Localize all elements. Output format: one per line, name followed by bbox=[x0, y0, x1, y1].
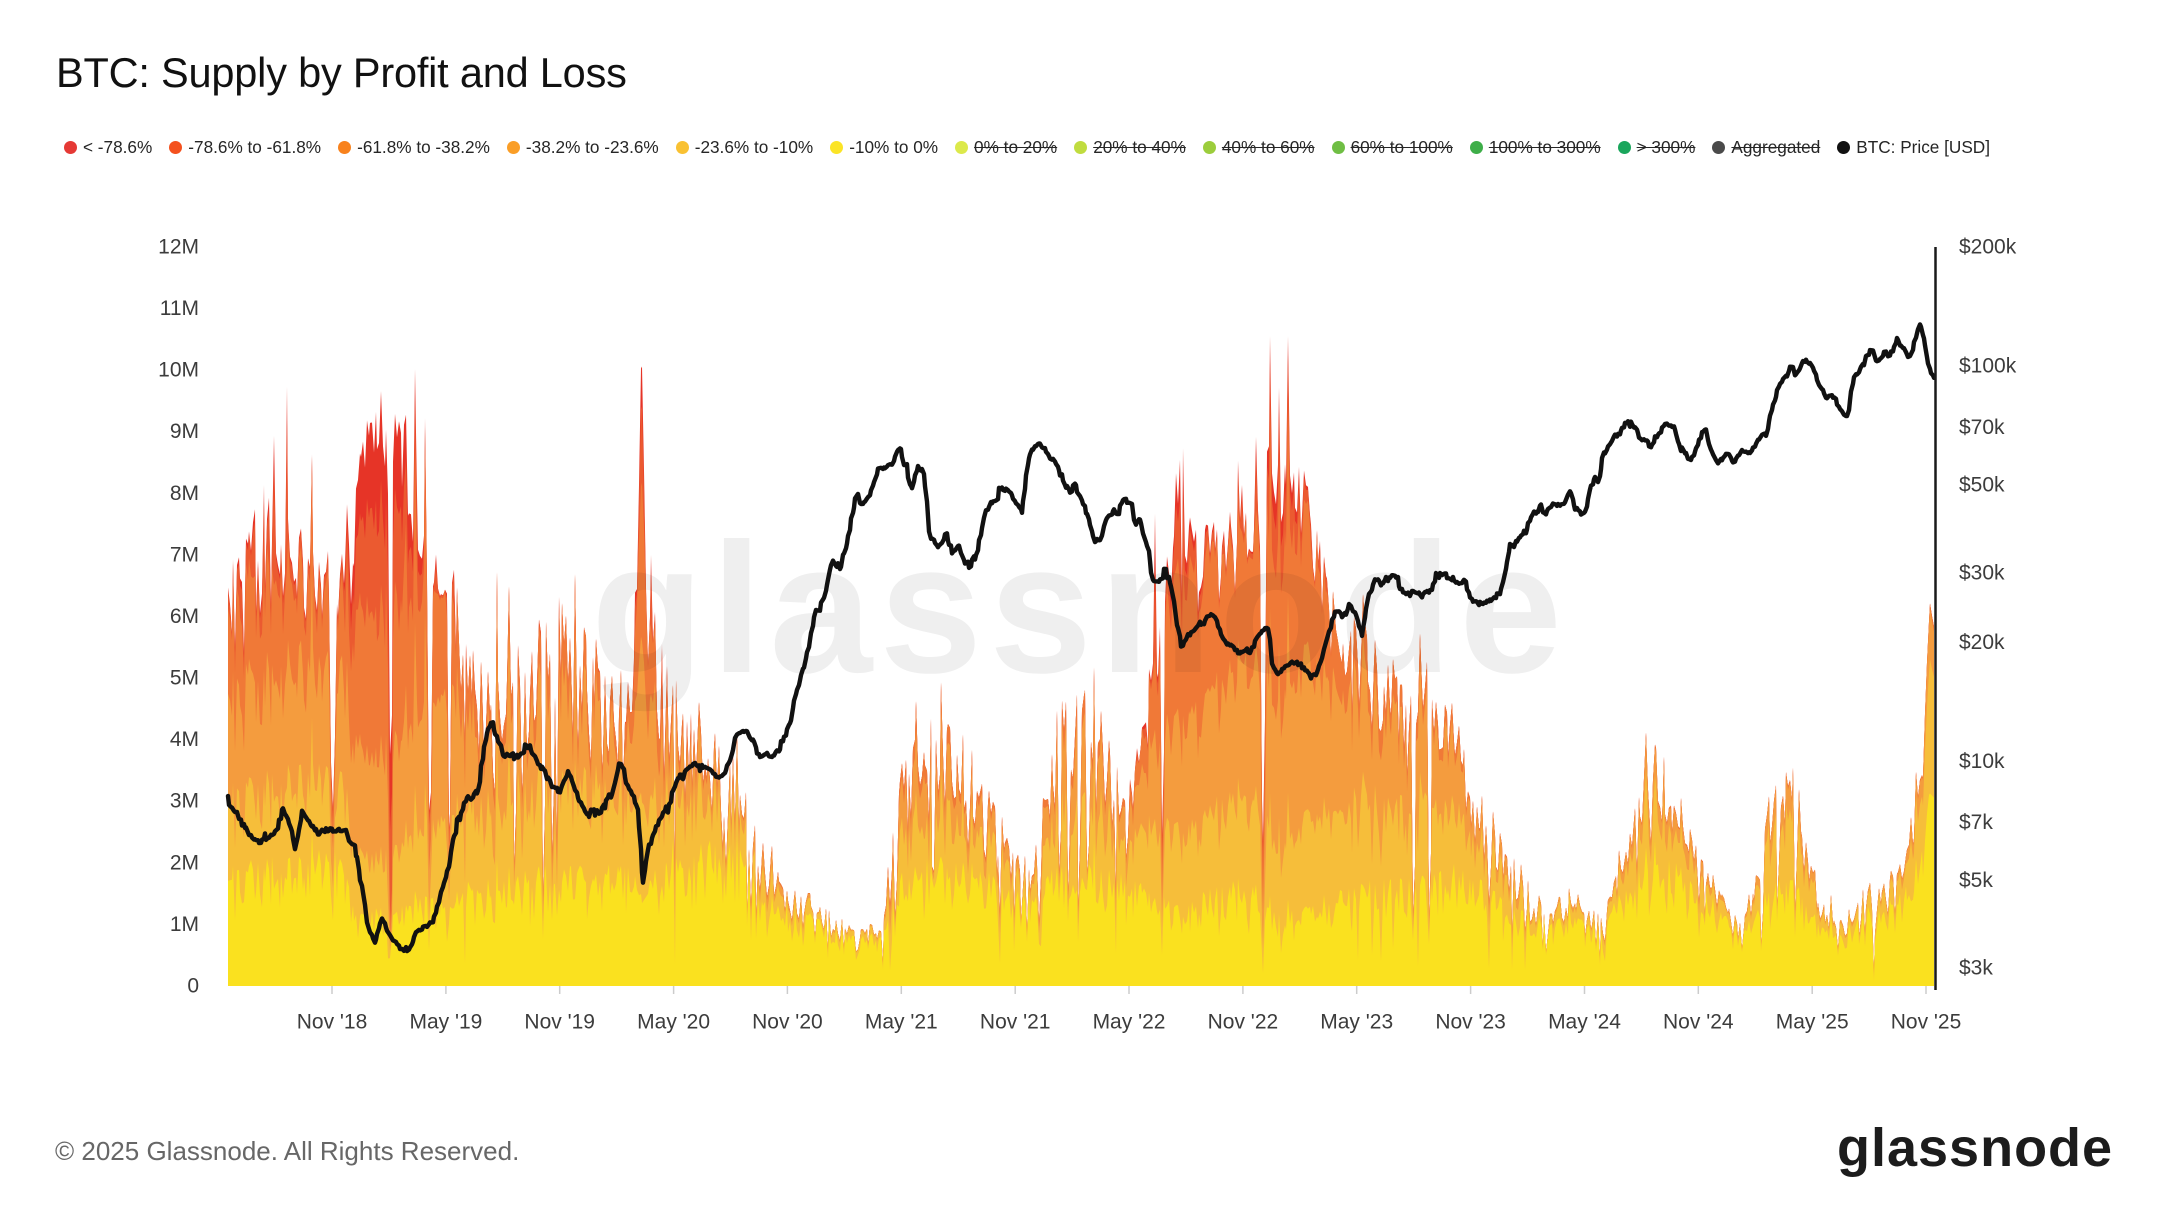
svg-text:Nov '24: Nov '24 bbox=[1663, 1011, 1734, 1034]
svg-text:Nov '25: Nov '25 bbox=[1891, 1011, 1962, 1034]
svg-text:$10k: $10k bbox=[1959, 750, 2005, 773]
svg-text:11M: 11M bbox=[160, 297, 199, 320]
svg-text:0: 0 bbox=[187, 975, 199, 998]
svg-text:6M: 6M bbox=[170, 605, 199, 628]
svg-text:12M: 12M bbox=[158, 236, 199, 259]
svg-text:7M: 7M bbox=[170, 543, 199, 566]
svg-text:4M: 4M bbox=[170, 728, 199, 751]
svg-text:Nov '21: Nov '21 bbox=[980, 1011, 1051, 1034]
svg-text:$50k: $50k bbox=[1959, 474, 2005, 497]
svg-text:$70k: $70k bbox=[1959, 416, 2005, 439]
svg-text:May '22: May '22 bbox=[1093, 1011, 1166, 1034]
svg-text:9M: 9M bbox=[170, 420, 199, 443]
svg-text:May '24: May '24 bbox=[1548, 1011, 1621, 1034]
svg-text:Nov '23: Nov '23 bbox=[1435, 1011, 1506, 1034]
svg-text:Nov '19: Nov '19 bbox=[524, 1011, 595, 1034]
svg-text:Nov '18: Nov '18 bbox=[297, 1011, 368, 1034]
svg-text:May '19: May '19 bbox=[409, 1011, 482, 1034]
svg-text:2M: 2M bbox=[170, 851, 199, 874]
svg-text:May '21: May '21 bbox=[865, 1011, 938, 1034]
svg-text:May '23: May '23 bbox=[1320, 1011, 1393, 1034]
svg-text:Nov '20: Nov '20 bbox=[752, 1011, 823, 1034]
svg-text:$200k: $200k bbox=[1959, 236, 2017, 259]
svg-text:$5k: $5k bbox=[1959, 869, 1993, 892]
svg-text:3M: 3M bbox=[170, 790, 199, 813]
svg-text:May '25: May '25 bbox=[1776, 1011, 1849, 1034]
svg-text:10M: 10M bbox=[158, 359, 199, 382]
svg-text:5M: 5M bbox=[170, 667, 199, 690]
svg-text:$100k: $100k bbox=[1959, 355, 2017, 378]
svg-text:$30k: $30k bbox=[1959, 561, 2005, 584]
svg-text:May '20: May '20 bbox=[637, 1011, 710, 1034]
svg-text:Nov '22: Nov '22 bbox=[1208, 1011, 1279, 1034]
svg-text:$20k: $20k bbox=[1959, 631, 2005, 654]
svg-text:8M: 8M bbox=[170, 482, 199, 505]
svg-text:$3k: $3k bbox=[1959, 957, 1993, 980]
svg-text:1M: 1M bbox=[170, 913, 199, 936]
svg-text:$7k: $7k bbox=[1959, 811, 1993, 834]
